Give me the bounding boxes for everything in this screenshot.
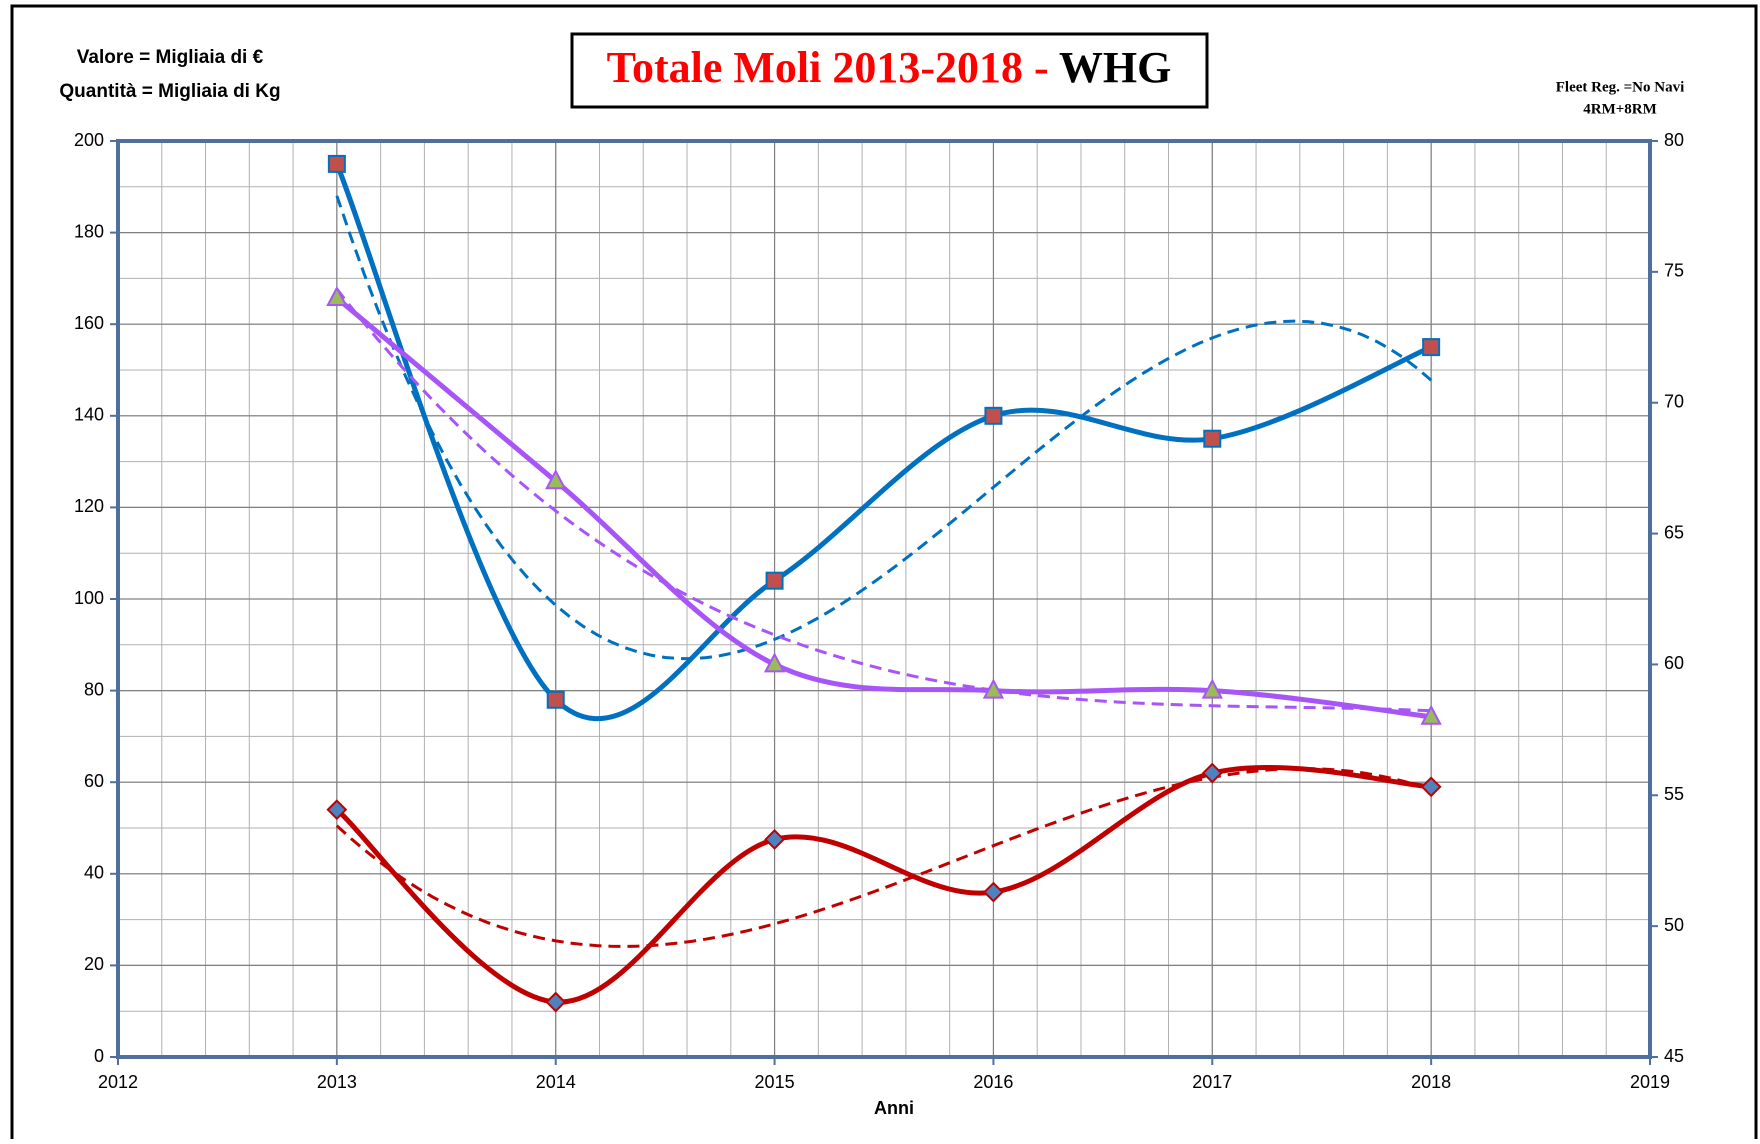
y-tick-label: 0 xyxy=(94,1046,104,1066)
y-tick-label: 160 xyxy=(74,313,104,333)
title-part: Totale Moli 2013-2018 - xyxy=(607,43,1059,92)
y2-tick-label: 55 xyxy=(1664,784,1684,804)
marker xyxy=(763,652,786,673)
y-tick-label: 40 xyxy=(84,863,104,883)
trendline xyxy=(335,767,1432,948)
x-tick-label: 2017 xyxy=(1192,1072,1232,1092)
marker xyxy=(1201,678,1223,699)
x-axis-label: Anni xyxy=(874,1098,914,1118)
marker xyxy=(546,690,565,709)
title-box xyxy=(570,32,1209,109)
y-tick-label: 80 xyxy=(84,679,104,699)
x-tick-label: 2016 xyxy=(973,1072,1013,1092)
y-tick-label: 200 xyxy=(74,130,104,150)
x-tick-label: 2014 xyxy=(536,1072,576,1092)
y2-tick-label: 50 xyxy=(1664,915,1684,935)
marker xyxy=(1201,762,1223,784)
marker xyxy=(1420,704,1442,725)
y2-tick-label: 75 xyxy=(1664,261,1684,281)
marker xyxy=(326,799,348,821)
y-tick-label: 120 xyxy=(74,496,104,516)
y-tick-label: 180 xyxy=(74,221,104,241)
marker xyxy=(545,991,567,1013)
x-tick-label: 2013 xyxy=(317,1072,357,1092)
y-tick-label: 60 xyxy=(84,771,104,791)
marker xyxy=(326,285,348,307)
note: Fleet Reg. =No Navi xyxy=(1556,79,1685,95)
title-part: WHG xyxy=(1059,43,1171,92)
marker xyxy=(545,469,567,490)
trendline xyxy=(335,195,1433,661)
note: Quantità = Migliaia di Kg xyxy=(59,81,280,102)
x-tick-label: 2018 xyxy=(1411,1072,1451,1092)
note: Valore = Migliaia di € xyxy=(77,47,264,68)
marker xyxy=(1420,776,1442,798)
chart-title: Totale Moli 2013-2018 - WHG xyxy=(607,43,1172,92)
marker xyxy=(984,406,1003,425)
x-tick-label: 2015 xyxy=(755,1072,795,1092)
y-tick-label: 100 xyxy=(74,588,104,608)
y2-tick-label: 65 xyxy=(1664,522,1684,542)
y2-tick-label: 60 xyxy=(1664,653,1684,673)
y2-tick-label: 45 xyxy=(1664,1046,1684,1066)
note: 4RM+8RM xyxy=(1583,101,1657,117)
y-tick-label: 140 xyxy=(74,405,104,425)
y2-tick-label: 80 xyxy=(1664,130,1684,150)
y-tick-label: 20 xyxy=(84,954,104,974)
x-tick-label: 2019 xyxy=(1630,1072,1670,1092)
marker xyxy=(327,154,346,173)
marker xyxy=(1203,429,1222,448)
marker xyxy=(764,829,785,850)
plot-border xyxy=(116,139,1652,1059)
marker xyxy=(1422,338,1441,357)
y2-tick-label: 70 xyxy=(1664,391,1684,411)
trendline xyxy=(335,288,1432,713)
marker xyxy=(982,678,1005,699)
marker xyxy=(983,881,1004,903)
marker xyxy=(765,571,784,590)
frame xyxy=(10,4,1758,1144)
series-line xyxy=(335,296,1432,720)
x-tick-label: 2012 xyxy=(98,1072,138,1092)
